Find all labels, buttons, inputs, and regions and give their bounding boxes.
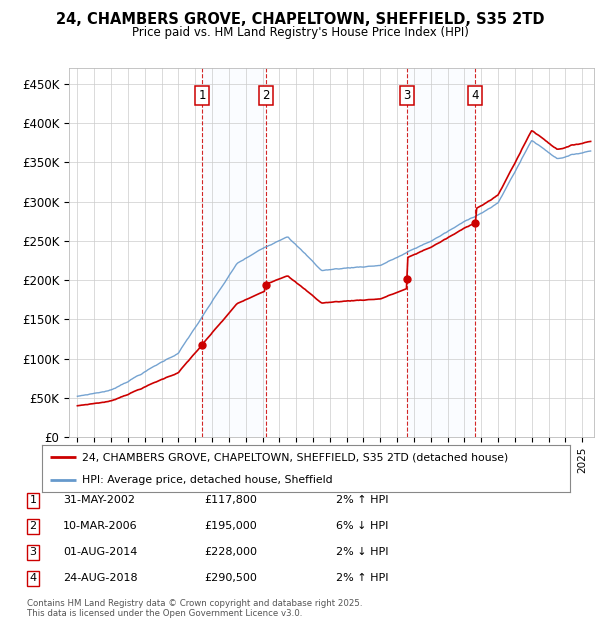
Bar xyxy=(407,68,475,437)
Text: HPI: Average price, detached house, Sheffield: HPI: Average price, detached house, Shef… xyxy=(82,475,332,485)
Text: 2: 2 xyxy=(29,521,37,531)
Text: 2% ↓ HPI: 2% ↓ HPI xyxy=(336,547,389,557)
Text: 1: 1 xyxy=(29,495,37,505)
Text: 24, CHAMBERS GROVE, CHAPELTOWN, SHEFFIELD, S35 2TD (detached house): 24, CHAMBERS GROVE, CHAPELTOWN, SHEFFIEL… xyxy=(82,452,508,463)
Text: 01-AUG-2014: 01-AUG-2014 xyxy=(63,547,137,557)
Text: Price paid vs. HM Land Registry's House Price Index (HPI): Price paid vs. HM Land Registry's House … xyxy=(131,26,469,39)
Text: 4: 4 xyxy=(472,89,479,102)
Text: 24-AUG-2018: 24-AUG-2018 xyxy=(63,574,137,583)
Text: £228,000: £228,000 xyxy=(204,547,257,557)
Text: £195,000: £195,000 xyxy=(204,521,257,531)
Text: 10-MAR-2006: 10-MAR-2006 xyxy=(63,521,137,531)
Text: Contains HM Land Registry data © Crown copyright and database right 2025.
This d: Contains HM Land Registry data © Crown c… xyxy=(27,599,362,618)
Bar xyxy=(202,68,266,437)
Text: 31-MAY-2002: 31-MAY-2002 xyxy=(63,495,135,505)
Text: 24, CHAMBERS GROVE, CHAPELTOWN, SHEFFIELD, S35 2TD: 24, CHAMBERS GROVE, CHAPELTOWN, SHEFFIEL… xyxy=(56,12,544,27)
Text: 1: 1 xyxy=(199,89,206,102)
Text: 3: 3 xyxy=(403,89,410,102)
Text: 4: 4 xyxy=(29,574,37,583)
Text: 2% ↑ HPI: 2% ↑ HPI xyxy=(336,495,389,505)
Text: 2: 2 xyxy=(262,89,269,102)
Text: £117,800: £117,800 xyxy=(204,495,257,505)
Text: 6% ↓ HPI: 6% ↓ HPI xyxy=(336,521,388,531)
Text: £290,500: £290,500 xyxy=(204,574,257,583)
Text: 3: 3 xyxy=(29,547,37,557)
Text: 2% ↑ HPI: 2% ↑ HPI xyxy=(336,574,389,583)
